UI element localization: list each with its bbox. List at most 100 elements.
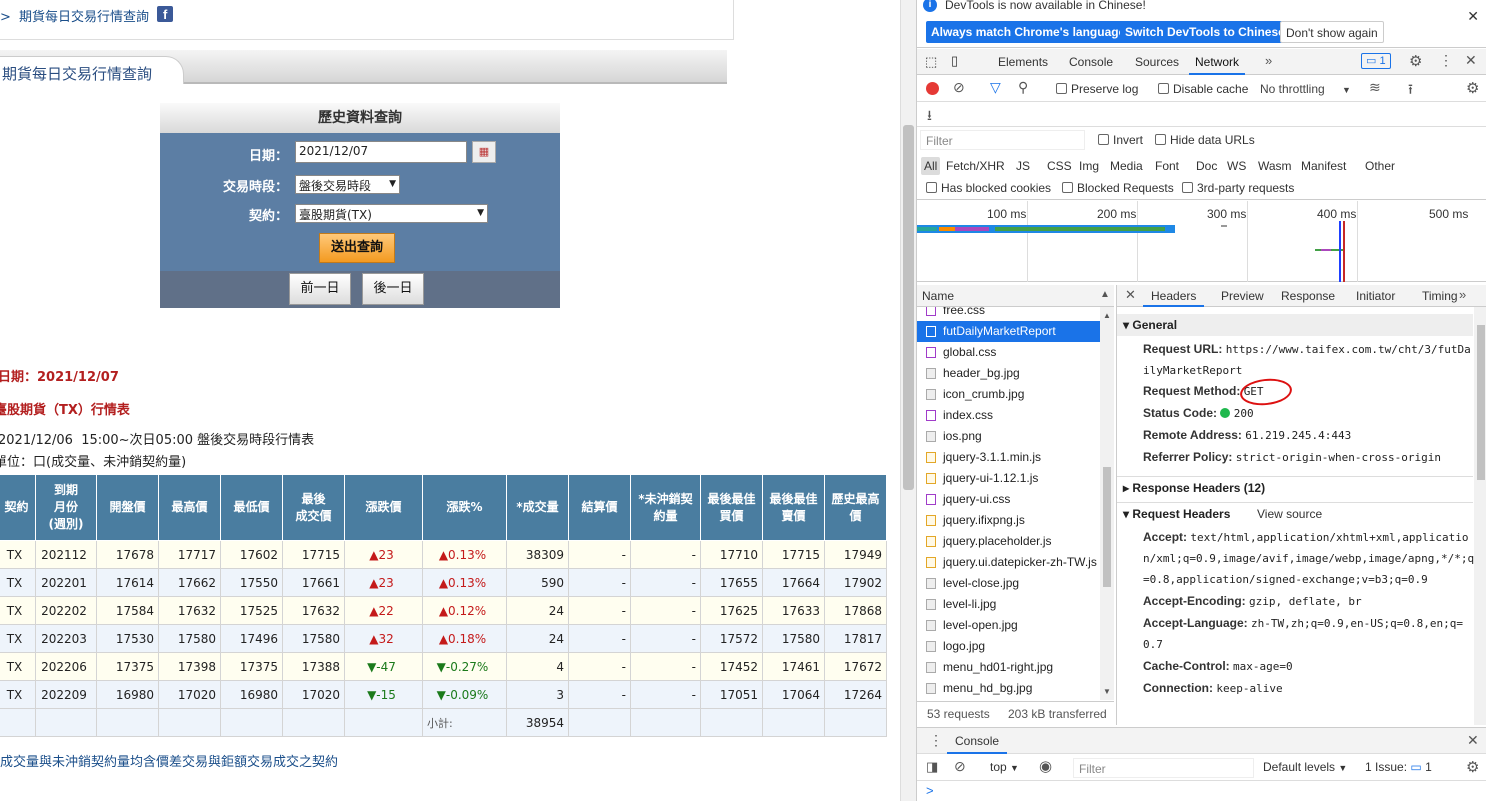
detail-tab-preview[interactable]: Preview bbox=[1221, 289, 1264, 303]
preserve-log-checkbox[interactable]: Preserve log bbox=[1056, 82, 1138, 96]
sidebar-toggle-icon[interactable]: ◨ bbox=[926, 759, 939, 774]
tab-elements[interactable]: Elements bbox=[998, 55, 1049, 69]
list-item[interactable]: index.css bbox=[917, 405, 1100, 426]
list-item[interactable]: jquery-ui-1.12.1.js bbox=[917, 468, 1100, 489]
close-detail-icon[interactable]: ✕ bbox=[1125, 287, 1136, 302]
network-settings-icon[interactable]: ⚙ bbox=[1466, 80, 1480, 97]
request-headers-section[interactable]: ▾ Request Headers View source bbox=[1117, 502, 1473, 524]
scrollbar-thumb[interactable] bbox=[1477, 325, 1485, 480]
device-icon[interactable]: ▯ bbox=[951, 53, 959, 68]
type-filter-manifest[interactable]: Manifest bbox=[1301, 159, 1347, 173]
type-filter-other[interactable]: Other bbox=[1365, 159, 1396, 173]
contract-select[interactable]: 臺股期貨(TX) ▼ bbox=[295, 204, 488, 223]
list-item[interactable]: jquery-3.1.1.min.js bbox=[917, 447, 1100, 468]
gear-icon[interactable]: ⚙ bbox=[1409, 53, 1423, 70]
inspect-icon[interactable]: ⬚ bbox=[925, 54, 938, 69]
issues-button[interactable]: 1 Issue: ▭ 1 bbox=[1365, 760, 1432, 774]
detail-tab-response[interactable]: Response bbox=[1281, 289, 1336, 303]
detail-tab-timing[interactable]: Timing bbox=[1422, 289, 1458, 303]
search-icon[interactable]: ⚲ bbox=[1018, 79, 1029, 95]
tab-console-drawer[interactable]: Console bbox=[947, 728, 1008, 754]
type-filter-js[interactable]: JS bbox=[1016, 159, 1031, 173]
clear-icon[interactable]: ⊘ bbox=[953, 79, 965, 95]
blocked-requests-checkbox[interactable]: Blocked Requests bbox=[1062, 181, 1174, 195]
facebook-icon[interactable]: f bbox=[157, 6, 174, 22]
view-source-link[interactable]: View source bbox=[1257, 507, 1323, 521]
list-item[interactable]: jquery-ui.css bbox=[917, 489, 1100, 510]
context-select[interactable]: top ▼ bbox=[990, 760, 1019, 774]
network-overview[interactable]: 100 ms 200 ms 300 ms 400 ms 500 ms bbox=[917, 201, 1486, 282]
match-language-button[interactable]: Always match Chrome's language bbox=[926, 21, 1131, 43]
scroll-up-icon[interactable]: ▲ bbox=[1103, 311, 1111, 320]
list-item[interactable]: free.css bbox=[917, 307, 1100, 321]
breadcrumb-link[interactable]: 期貨每日交易行情查詢 bbox=[19, 10, 150, 25]
close-icon[interactable]: ✕ bbox=[1467, 8, 1479, 24]
filter-icon[interactable]: ▽ bbox=[990, 79, 1001, 95]
detail-tab-initiator[interactable]: Initiator bbox=[1356, 289, 1396, 303]
disable-cache-checkbox[interactable]: Disable cache bbox=[1158, 82, 1248, 96]
list-item[interactable]: menu_hd01-right.jpg bbox=[917, 657, 1100, 678]
kebab-menu-icon[interactable]: ⋮ bbox=[929, 732, 943, 748]
list-item[interactable]: level-close.jpg bbox=[917, 573, 1100, 594]
type-filter-css[interactable]: CSS bbox=[1047, 159, 1072, 173]
scrollbar-thumb[interactable] bbox=[1103, 467, 1111, 587]
detail-scrollbar[interactable] bbox=[1474, 307, 1486, 725]
third-party-checkbox[interactable]: 3rd-party requests bbox=[1182, 181, 1294, 195]
export-icon[interactable]: ⭳ bbox=[927, 107, 932, 123]
log-levels-select[interactable]: Default levels ▼ bbox=[1263, 760, 1348, 774]
type-filter-fetchxhr[interactable]: Fetch/XHR bbox=[946, 159, 1005, 173]
type-filter-all[interactable]: All bbox=[921, 157, 941, 175]
type-filter-font[interactable]: Font bbox=[1155, 159, 1180, 173]
close-drawer-icon[interactable]: ✕ bbox=[1467, 732, 1479, 748]
list-item[interactable]: logo.jpg bbox=[917, 636, 1100, 657]
issues-badge[interactable]: ▭ 1 bbox=[1361, 53, 1391, 69]
scrollbar-thumb[interactable] bbox=[903, 125, 914, 490]
request-list-scrollbar[interactable]: ▲ ▼ bbox=[1100, 307, 1114, 700]
console-settings-icon[interactable]: ⚙ bbox=[1466, 759, 1480, 776]
tab-sources[interactable]: Sources bbox=[1135, 55, 1180, 69]
list-item[interactable]: jquery.ui.datepicker-zh-TW.js bbox=[917, 552, 1100, 573]
submit-query-button[interactable]: 送出查詢 bbox=[319, 233, 395, 263]
clear-console-icon[interactable]: ⊘ bbox=[954, 758, 966, 774]
page-scrollbar[interactable] bbox=[900, 0, 916, 801]
type-filter-ws[interactable]: WS bbox=[1227, 159, 1247, 173]
next-day-button[interactable]: 後一日 bbox=[362, 273, 424, 305]
import-icon[interactable]: ⭱ bbox=[1408, 81, 1413, 97]
general-section[interactable]: ▾ General bbox=[1117, 314, 1473, 336]
filter-input[interactable]: Filter bbox=[920, 130, 1085, 150]
list-item[interactable]: level-open.jpg bbox=[917, 615, 1100, 636]
dont-show-button[interactable]: Don't show again bbox=[1280, 21, 1384, 43]
session-select[interactable]: 盤後交易時段 ▼ bbox=[295, 175, 400, 194]
close-devtools-icon[interactable]: ✕ bbox=[1465, 52, 1477, 68]
list-item[interactable]: jquery.ifixpng.js bbox=[917, 510, 1100, 531]
list-item[interactable]: global.css bbox=[917, 342, 1100, 363]
prev-day-button[interactable]: 前一日 bbox=[289, 273, 351, 305]
more-tabs-icon[interactable]: » bbox=[1459, 287, 1467, 302]
name-column-header[interactable]: Name ▲ bbox=[917, 285, 1114, 307]
list-item[interactable]: ios.png bbox=[917, 426, 1100, 447]
list-item[interactable]: jquery.placeholder.js bbox=[917, 531, 1100, 552]
response-headers-section[interactable]: ▸ Response Headers (12) bbox=[1117, 476, 1473, 498]
list-item[interactable]: icon_crumb.jpg bbox=[917, 384, 1100, 405]
blocked-cookies-checkbox[interactable]: Has blocked cookies bbox=[926, 181, 1051, 195]
scroll-down-icon[interactable]: ▼ bbox=[1103, 687, 1111, 696]
detail-tab-headers[interactable]: Headers bbox=[1143, 285, 1205, 307]
more-tabs-icon[interactable]: » bbox=[1265, 53, 1273, 68]
list-item[interactable]: level-li.jpg bbox=[917, 594, 1100, 615]
sort-up-icon[interactable]: ▲ bbox=[1100, 289, 1110, 300]
kebab-menu-icon[interactable]: ⋮ bbox=[1439, 52, 1453, 68]
console-prompt[interactable]: > bbox=[926, 783, 934, 798]
invert-checkbox[interactable]: Invert bbox=[1098, 133, 1143, 147]
type-filter-wasm[interactable]: Wasm bbox=[1258, 159, 1292, 173]
date-input[interactable]: 2021/12/07 bbox=[295, 141, 467, 163]
hide-data-urls-checkbox[interactable]: Hide data URLs bbox=[1155, 133, 1255, 147]
record-icon[interactable] bbox=[926, 82, 939, 95]
console-filter-input[interactable]: Filter bbox=[1073, 758, 1254, 778]
list-item[interactable]: futDailyMarketReport bbox=[917, 321, 1100, 342]
list-item[interactable]: menu_hd_bg.jpg bbox=[917, 678, 1100, 699]
tab-network[interactable]: Network bbox=[1189, 49, 1246, 75]
list-item[interactable]: header_bg.jpg bbox=[917, 363, 1100, 384]
switch-chinese-button[interactable]: Switch DevTools to Chinese bbox=[1120, 21, 1290, 43]
type-filter-img[interactable]: Img bbox=[1079, 159, 1100, 173]
calendar-icon[interactable]: ▦ bbox=[472, 141, 496, 163]
